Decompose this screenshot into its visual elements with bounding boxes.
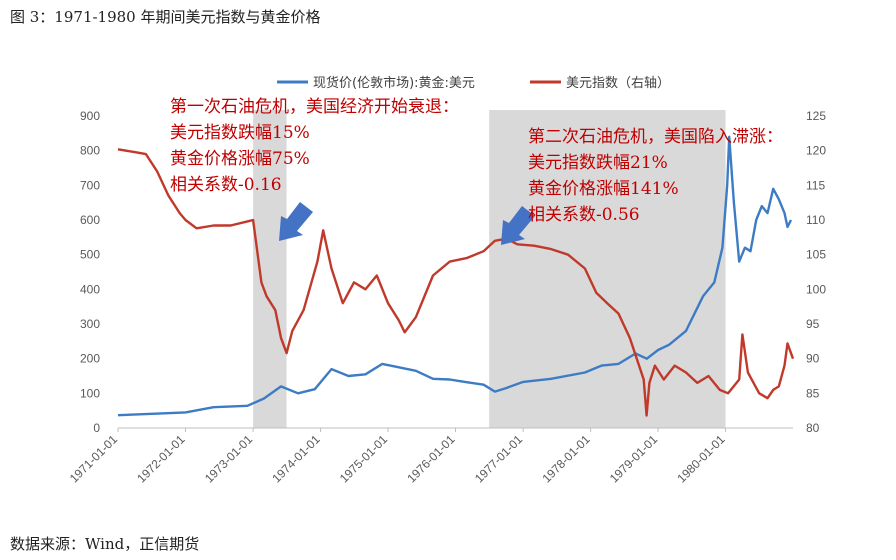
x-tick-label: 1978-01-01 xyxy=(539,432,593,486)
annotation-1-line: 黄金价格涨幅75% xyxy=(170,149,310,169)
y-left-tick-label: 700 xyxy=(80,178,100,192)
y-right-tick-label: 110 xyxy=(806,213,825,227)
y-right-tick-label: 90 xyxy=(806,352,820,366)
x-tick-label: 1974-01-01 xyxy=(269,432,323,486)
x-tick-label: 1976-01-01 xyxy=(404,432,458,486)
x-tick-label: 1971-01-01 xyxy=(67,432,121,486)
annotation-1: 第一次石油危机，美国经济开始衰退： 美元指数跌幅15% 黄金价格涨幅75% 相关… xyxy=(170,97,464,195)
annotation-2: 第二次石油危机，美国陷入滞涨： 美元指数跌幅21% 黄金价格涨幅141% 相关系… xyxy=(528,127,788,225)
annotation-1-line: 美元指数跌幅15% xyxy=(170,123,310,143)
annotation-2-line: 第二次石油危机，美国陷入滞涨： xyxy=(528,127,783,147)
y-right-tick-label: 85 xyxy=(806,386,820,400)
y-left-tick-label: 900 xyxy=(80,109,100,123)
x-tick-label: 1975-01-01 xyxy=(337,432,391,486)
usd-index-line xyxy=(117,148,795,417)
source-note: 数据来源：Wind，正信期货 xyxy=(10,535,200,553)
y-left-tick-label: 200 xyxy=(80,352,100,366)
legend: 现货价(伦敦市场):黄金:美元 美元指数（右轴） xyxy=(277,75,670,91)
left-y-axis-ticks: 0 100 200 300 400 500 600 700 800 900 xyxy=(80,109,100,435)
x-tick-label: 1980-01-01 xyxy=(674,432,728,486)
gold-price-line xyxy=(117,135,793,417)
annotation-arrows xyxy=(279,202,535,245)
y-right-tick-label: 95 xyxy=(806,317,820,331)
y-left-tick-label: 100 xyxy=(80,386,100,400)
annotation-2-line: 黄金价格涨幅141% xyxy=(528,179,679,199)
legend-label-usd: 美元指数（右轴） xyxy=(566,76,670,91)
y-left-tick-label: 400 xyxy=(80,282,100,296)
x-tick-label: 1972-01-01 xyxy=(134,432,188,486)
right-y-axis-ticks: 80 85 90 95 100 105 110 115 120 125 xyxy=(806,109,826,435)
shaded-period xyxy=(489,110,726,428)
x-tick-label: 1977-01-01 xyxy=(472,432,526,486)
x-tick-label: 1979-01-01 xyxy=(607,432,661,486)
y-right-tick-label: 120 xyxy=(806,144,826,158)
annotation-2-line: 相关系数-0.56 xyxy=(528,205,640,225)
y-left-tick-label: 500 xyxy=(80,248,100,262)
arrow-annotation-2 xyxy=(501,206,535,245)
annotation-1-line: 相关系数-0.16 xyxy=(170,175,282,195)
y-left-tick-label: 0 xyxy=(93,421,100,435)
annotation-1-line: 第一次石油危机，美国经济开始衰退： xyxy=(170,97,459,117)
arrow-annotation-1 xyxy=(279,202,313,241)
x-tick-label: 1973-01-01 xyxy=(202,432,256,486)
series-lines xyxy=(117,135,795,417)
y-left-tick-label: 600 xyxy=(80,213,100,227)
legend-label-gold: 现货价(伦敦市场):黄金:美元 xyxy=(313,75,475,91)
annotation-2-line: 美元指数跌幅21% xyxy=(528,153,668,173)
y-right-tick-label: 105 xyxy=(806,248,826,262)
y-right-tick-label: 125 xyxy=(806,109,826,123)
x-axis-ticks: 1971-01-01 1972-01-01 1973-01-01 1974-01-01… xyxy=(67,428,728,486)
y-left-tick-label: 800 xyxy=(80,144,100,158)
y-right-tick-label: 80 xyxy=(806,421,820,435)
y-right-tick-label: 115 xyxy=(806,178,825,192)
y-right-tick-label: 100 xyxy=(806,282,826,296)
y-left-tick-label: 300 xyxy=(80,317,100,331)
figure-title: 图 3：1971-1980 年期间美元指数与黄金价格 xyxy=(10,8,321,26)
